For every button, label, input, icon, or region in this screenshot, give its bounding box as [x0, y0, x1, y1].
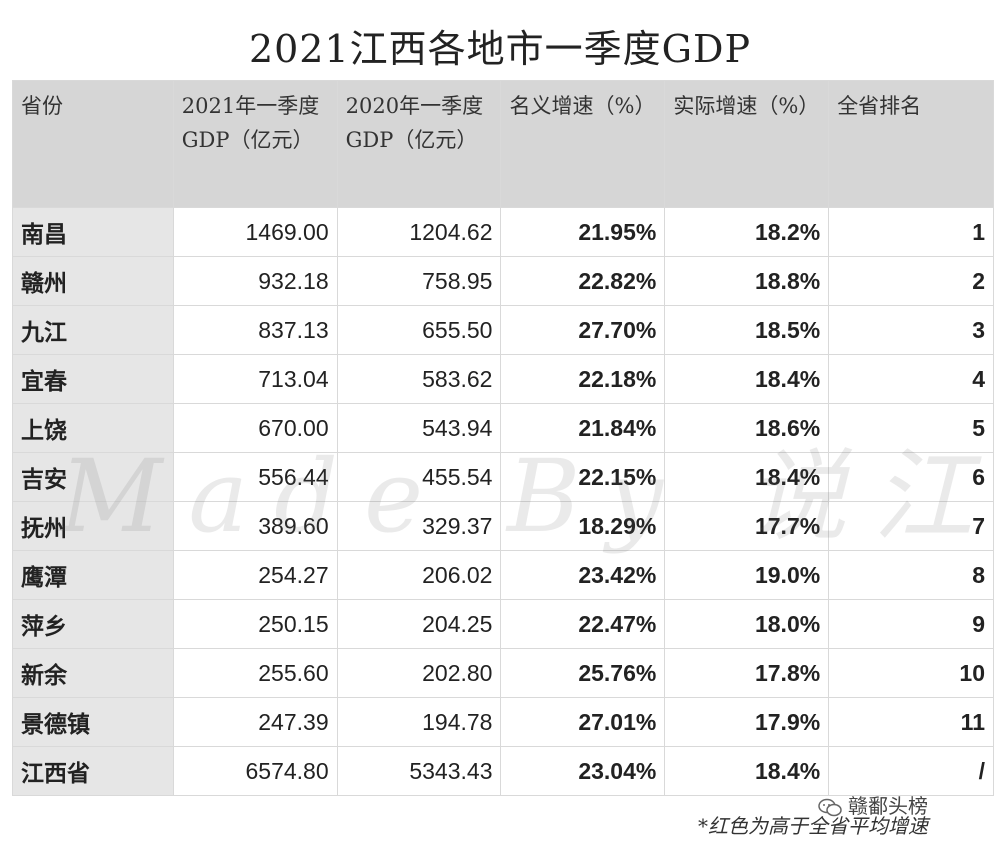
table-row: 江西省 6574.80 5343.43 23.04% 18.4% / [12, 746, 994, 796]
gdp-2020-cell: 206.02 [336, 550, 502, 600]
table-row: 赣州 932.18 758.95 22.82% 18.8% 2 [12, 256, 994, 306]
gdp-2020-cell: 1204.62 [336, 207, 502, 257]
gdp-2020-cell: 194.78 [336, 697, 502, 747]
city-cell: 吉安 [12, 452, 174, 502]
rank-cell: 7 [828, 501, 994, 551]
gdp-2020-cell: 329.37 [336, 501, 502, 551]
rank-cell: 1 [828, 207, 994, 257]
gdp-2021-cell: 389.60 [172, 501, 338, 551]
brand-badge: 赣鄱头榜 [818, 790, 928, 819]
rank-cell: 6 [828, 452, 994, 502]
real-growth-cell: 18.6% [664, 403, 830, 453]
table-row: 宜春 713.04 583.62 22.18% 18.4% 4 [12, 354, 994, 404]
gdp-2020-cell: 5343.43 [336, 746, 502, 796]
gdp-2021-cell: 250.15 [172, 599, 338, 649]
table-header-row: 省份 2021年一季度GDP（亿元） 2020年一季度GDP（亿元） 名义增速（… [12, 80, 994, 208]
table-row: 九江 837.13 655.50 27.70% 18.5% 3 [12, 305, 994, 355]
gdp-2021-cell: 1469.00 [172, 207, 338, 257]
nominal-growth-cell: 22.47% [500, 599, 666, 649]
city-cell: 宜春 [12, 354, 174, 404]
real-growth-cell: 18.5% [664, 305, 830, 355]
gdp-2020-cell: 655.50 [336, 305, 502, 355]
nominal-growth-cell: 22.18% [500, 354, 666, 404]
rank-cell: 9 [828, 599, 994, 649]
header-real-growth: 实际增速（%） [664, 80, 830, 208]
header-gdp-2021: 2021年一季度GDP（亿元） [172, 80, 338, 208]
nominal-growth-cell: 22.82% [500, 256, 666, 306]
header-province: 省份 [12, 80, 174, 208]
table-row: 上饶 670.00 543.94 21.84% 18.6% 5 [12, 403, 994, 453]
brand-name: 赣鄱头榜 [848, 794, 928, 818]
table-row: 吉安 556.44 455.54 22.15% 18.4% 6 [12, 452, 994, 502]
rank-cell: / [828, 746, 994, 796]
rank-cell: 10 [828, 648, 994, 698]
city-cell: 鹰潭 [12, 550, 174, 600]
table-row: 萍乡 250.15 204.25 22.47% 18.0% 9 [12, 599, 994, 649]
nominal-growth-cell: 25.76% [500, 648, 666, 698]
gdp-2021-cell: 255.60 [172, 648, 338, 698]
rank-cell: 8 [828, 550, 994, 600]
rank-cell: 5 [828, 403, 994, 453]
city-cell: 景德镇 [12, 697, 174, 747]
footnote: *红色为高于全省平均增速 [698, 814, 928, 838]
rank-cell: 11 [828, 697, 994, 747]
nominal-growth-cell: 18.29% [500, 501, 666, 551]
gdp-2020-cell: 583.62 [336, 354, 502, 404]
real-growth-cell: 18.2% [664, 207, 830, 257]
gdp-2021-cell: 837.13 [172, 305, 338, 355]
city-cell: 九江 [12, 305, 174, 355]
gdp-2021-cell: 670.00 [172, 403, 338, 453]
real-growth-cell: 17.9% [664, 697, 830, 747]
table-row: 新余 255.60 202.80 25.76% 17.8% 10 [12, 648, 994, 698]
nominal-growth-cell: 23.42% [500, 550, 666, 600]
gdp-table: 省份 2021年一季度GDP（亿元） 2020年一季度GDP（亿元） 名义增速（… [12, 80, 994, 796]
real-growth-cell: 17.8% [664, 648, 830, 698]
real-growth-cell: 19.0% [664, 550, 830, 600]
gdp-2021-cell: 254.27 [172, 550, 338, 600]
gdp-2020-cell: 455.54 [336, 452, 502, 502]
gdp-2021-cell: 932.18 [172, 256, 338, 306]
rank-cell: 2 [828, 256, 994, 306]
rank-cell: 3 [828, 305, 994, 355]
table-body: 南昌 1469.00 1204.62 21.95% 18.2% 1 赣州 932.18 758.… [12, 207, 994, 796]
rank-cell: 4 [828, 354, 994, 404]
gdp-2021-cell: 713.04 [172, 354, 338, 404]
gdp-2020-cell: 202.80 [336, 648, 502, 698]
real-growth-cell: 18.0% [664, 599, 830, 649]
city-cell: 上饶 [12, 403, 174, 453]
city-cell: 赣州 [12, 256, 174, 306]
header-rank: 全省排名 [828, 80, 994, 208]
nominal-growth-cell: 22.15% [500, 452, 666, 502]
gdp-2020-cell: 543.94 [336, 403, 502, 453]
city-cell: 萍乡 [12, 599, 174, 649]
table-row: 鹰潭 254.27 206.02 23.42% 19.0% 8 [12, 550, 994, 600]
real-growth-cell: 17.7% [664, 501, 830, 551]
table-row: 南昌 1469.00 1204.62 21.95% 18.2% 1 [12, 207, 994, 257]
table-row: 景德镇 247.39 194.78 27.01% 17.9% 11 [12, 697, 994, 747]
nominal-growth-cell: 21.95% [500, 207, 666, 257]
city-cell: 新余 [12, 648, 174, 698]
gdp-2020-cell: 758.95 [336, 256, 502, 306]
nominal-growth-cell: 21.84% [500, 403, 666, 453]
wechat-icon [818, 798, 842, 816]
gdp-2020-cell: 204.25 [336, 599, 502, 649]
city-cell: 抚州 [12, 501, 174, 551]
nominal-growth-cell: 23.04% [500, 746, 666, 796]
real-growth-cell: 18.8% [664, 256, 830, 306]
header-nominal-growth: 名义增速（%） [500, 80, 666, 208]
nominal-growth-cell: 27.70% [500, 305, 666, 355]
gdp-2021-cell: 556.44 [172, 452, 338, 502]
real-growth-cell: 18.4% [664, 452, 830, 502]
city-cell: 南昌 [12, 207, 174, 257]
nominal-growth-cell: 27.01% [500, 697, 666, 747]
real-growth-cell: 18.4% [664, 354, 830, 404]
table-row: 抚州 389.60 329.37 18.29% 17.7% 7 [12, 501, 994, 551]
page-title: 2021江西各地市一季度GDP [248, 27, 752, 71]
gdp-2021-cell: 6574.80 [172, 746, 338, 796]
real-growth-cell: 18.4% [664, 746, 830, 796]
header-gdp-2020: 2020年一季度GDP（亿元） [336, 80, 502, 208]
city-cell: 江西省 [12, 746, 174, 796]
gdp-2021-cell: 247.39 [172, 697, 338, 747]
